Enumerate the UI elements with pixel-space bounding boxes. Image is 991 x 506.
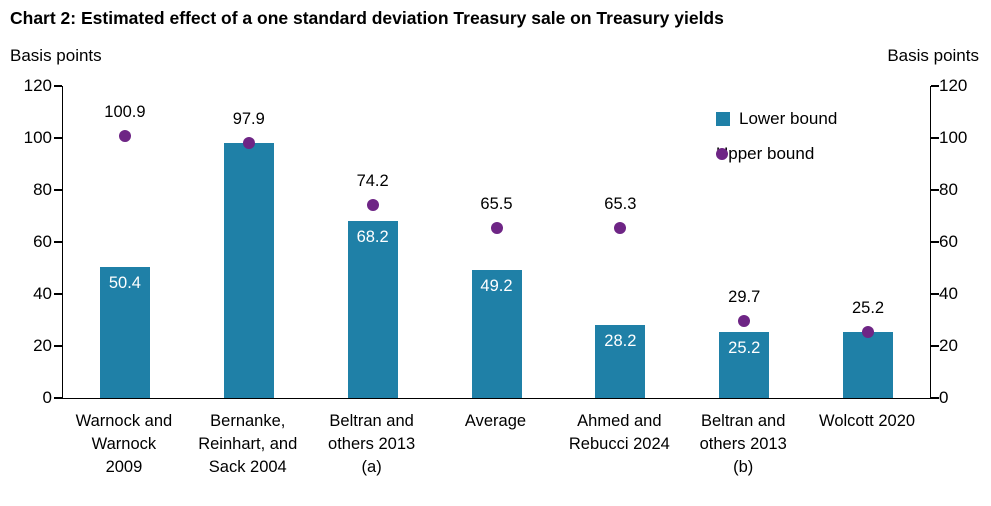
- y-tick-label-left: 0: [42, 388, 52, 407]
- point-value-label: 29.7: [728, 287, 761, 306]
- x-axis-category-label: Average: [464, 412, 527, 430]
- bar-lower-bound: [471, 270, 522, 398]
- y-tick-label-right: 100: [939, 128, 968, 147]
- bar-lower-bound: [99, 266, 150, 398]
- bar-lower-bound: [843, 332, 894, 398]
- x-axis-category-label: Warnock and Warnock 2009: [75, 412, 173, 476]
- bar-lower-bound: [347, 220, 398, 398]
- legend-label-upper-bound: Upper bound: [716, 144, 815, 163]
- y-tick-left: [54, 293, 62, 295]
- point-value-label: 74.2: [356, 172, 389, 191]
- y-tick-left: [54, 345, 62, 347]
- legend: Lower bound Upper bound: [716, 107, 837, 177]
- point-value-label: 65.5: [480, 194, 513, 213]
- y-tick-right: [931, 85, 939, 87]
- left-axis-caption: Basis points: [10, 46, 102, 65]
- y-tick-right: [931, 293, 939, 295]
- y-tick-label-right: 120: [939, 76, 968, 95]
- x-axis-category-label: Beltran and others 2013 (b): [699, 412, 787, 476]
- upper-bound-dot: [614, 222, 627, 235]
- y-tick-label-left: 120: [23, 76, 52, 95]
- y-tick-right: [931, 189, 939, 191]
- y-tick-right: [931, 345, 939, 347]
- upper-bound-dot: [242, 137, 255, 150]
- y-tick-label-left: 20: [33, 336, 52, 355]
- y-tick-label-right: 20: [939, 336, 958, 355]
- point-value-label: 25.2: [852, 299, 885, 318]
- upper-bound-swatch-icon: [716, 148, 728, 160]
- point-value-label: 65.3: [604, 195, 637, 214]
- y-tick-label-left: 60: [33, 232, 52, 251]
- bar-lower-bound: [719, 332, 770, 398]
- upper-bound-dot: [118, 129, 131, 142]
- y-tick-right: [931, 241, 939, 243]
- y-tick-left: [54, 137, 62, 139]
- legend-label-lower-bound: Lower bound: [739, 109, 838, 128]
- y-tick-label-right: 60: [939, 232, 958, 251]
- lower-bound-swatch-icon: [716, 112, 730, 126]
- x-axis-category-label: Beltran and others 2013 (a): [328, 412, 416, 476]
- point-value-label: 97.9: [232, 110, 265, 129]
- y-tick-left: [54, 189, 62, 191]
- y-tick-label-right: 40: [939, 284, 958, 303]
- y-tick-label-left: 40: [33, 284, 52, 303]
- y-tick-left: [54, 397, 62, 399]
- upper-bound-dot: [366, 199, 379, 212]
- point-value-label: 100.9: [104, 102, 146, 121]
- bar-value-label: 25.2: [728, 339, 761, 358]
- y-tick-label-right: 0: [939, 388, 949, 407]
- x-axis-labels: Warnock and Warnock 2009 Bernanke, Reinha…: [62, 410, 929, 500]
- y-tick-label-right: 80: [939, 180, 958, 199]
- upper-bound-dot: [490, 221, 503, 234]
- plot-area: 50.4 100.9 97.9 68.2 74.2 49.2 65.5 28.2 65.3 25.…: [54, 85, 939, 399]
- bar-value-label: 50.4: [108, 273, 141, 292]
- upper-bound-dot: [862, 326, 875, 339]
- legend-item-upper-bound: Upper bound: [716, 142, 837, 166]
- y-tick-left: [54, 85, 62, 87]
- bar-lower-bound: [223, 143, 274, 398]
- x-axis-category-label: Wolcott 2020: [819, 412, 916, 430]
- bar-value-label: 28.2: [604, 331, 637, 350]
- chart-title: Chart 2: Estimated effect of a one stand…: [10, 8, 724, 28]
- bar-value-label: 68.2: [356, 227, 389, 246]
- x-axis-category-label: Bernanke, Reinhart, and Sack 2004: [198, 412, 298, 476]
- right-axis-caption: Basis points: [887, 46, 979, 65]
- y-tick-left: [54, 241, 62, 243]
- upper-bound-dot: [738, 314, 751, 327]
- bar-lower-bound: [595, 324, 646, 398]
- y-tick-label-left: 80: [33, 180, 52, 199]
- x-axis-category-label: Ahmed and Rebucci 2024: [568, 412, 670, 453]
- legend-item-lower-bound: Lower bound: [716, 107, 837, 131]
- bar-value-label: 49.2: [480, 277, 513, 296]
- y-tick-right: [931, 137, 939, 139]
- y-tick-label-left: 100: [23, 128, 52, 147]
- y-tick-right: [931, 397, 939, 399]
